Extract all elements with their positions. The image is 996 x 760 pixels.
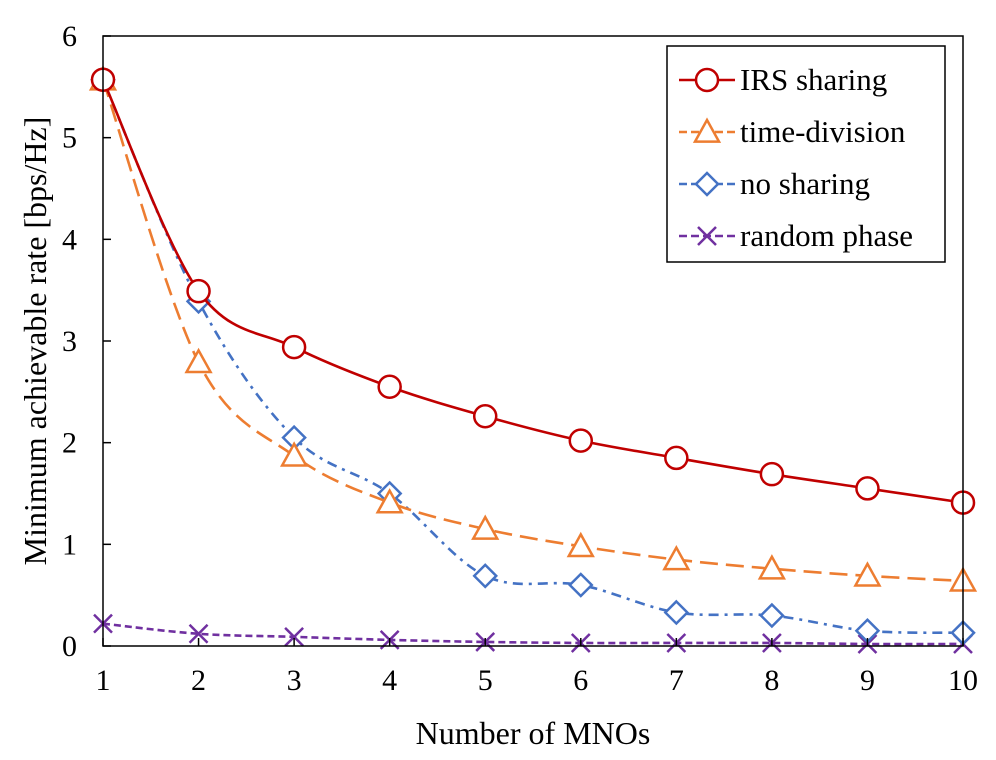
- series-line: [102, 622, 964, 646]
- data-point: [759, 461, 785, 487]
- data-point: [472, 403, 498, 429]
- legend-marker: [697, 226, 717, 246]
- legend-label: IRS sharing: [740, 62, 887, 97]
- legend-item: random phase: [679, 218, 913, 253]
- data-point: [566, 531, 595, 558]
- x-tick-label: 6: [573, 664, 588, 697]
- data-point: [663, 599, 690, 626]
- x-tick-label: 5: [478, 664, 493, 697]
- legend-item: time-division: [679, 114, 906, 149]
- legend-label: random phase: [740, 218, 913, 253]
- x-tick-label: 3: [287, 664, 302, 697]
- legend-item: no sharing: [679, 166, 870, 201]
- data-point: [757, 554, 787, 580]
- y-tick-label: 2: [62, 427, 77, 460]
- data-point: [568, 572, 594, 598]
- y-tick-label: 4: [62, 223, 77, 256]
- y-axis-title: Minimum achievable rate [bps/Hz]: [17, 117, 53, 566]
- data-point: [186, 278, 211, 304]
- data-point: [375, 488, 404, 514]
- data-point: [853, 561, 882, 587]
- data-point: [279, 441, 309, 467]
- data-point: [184, 347, 213, 374]
- y-tick-label: 3: [62, 325, 77, 358]
- data-point: [664, 445, 689, 471]
- data-point: [284, 626, 304, 647]
- data-point: [759, 602, 785, 629]
- y-tick-label: 5: [62, 122, 77, 155]
- x-tick-label: 10: [948, 664, 978, 697]
- y-tick-label: 6: [62, 20, 77, 53]
- legend-label: time-division: [740, 114, 906, 149]
- data-point: [188, 623, 209, 644]
- series-time-division: [88, 65, 978, 592]
- legend-marker: [694, 171, 720, 197]
- x-tick-label: 8: [764, 664, 779, 697]
- x-axis-title: Number of MNOs: [416, 715, 651, 751]
- data-point: [281, 334, 307, 360]
- legend-label: no sharing: [740, 166, 870, 201]
- legend-marker: [692, 117, 722, 143]
- data-point: [855, 476, 880, 501]
- legend: IRS sharing time-division no sharing random…: [666, 45, 946, 263]
- data-point: [472, 563, 498, 589]
- x-tick-label: 7: [669, 664, 684, 697]
- data-point: [471, 514, 500, 540]
- x-tick-label: 2: [191, 664, 206, 697]
- legend-item: IRS sharing: [679, 62, 887, 97]
- x-tick-label: 1: [96, 664, 111, 697]
- legend-marker: [694, 67, 720, 93]
- data-point: [662, 545, 691, 571]
- y-tick-label: 1: [62, 528, 77, 561]
- data-point: [377, 374, 402, 399]
- x-tick-label: 4: [382, 664, 397, 697]
- data-point: [568, 428, 594, 453]
- y-tick-label: 0: [62, 630, 77, 663]
- x-tick-label: 9: [860, 664, 875, 697]
- series-IRS-sharing: [90, 67, 976, 515]
